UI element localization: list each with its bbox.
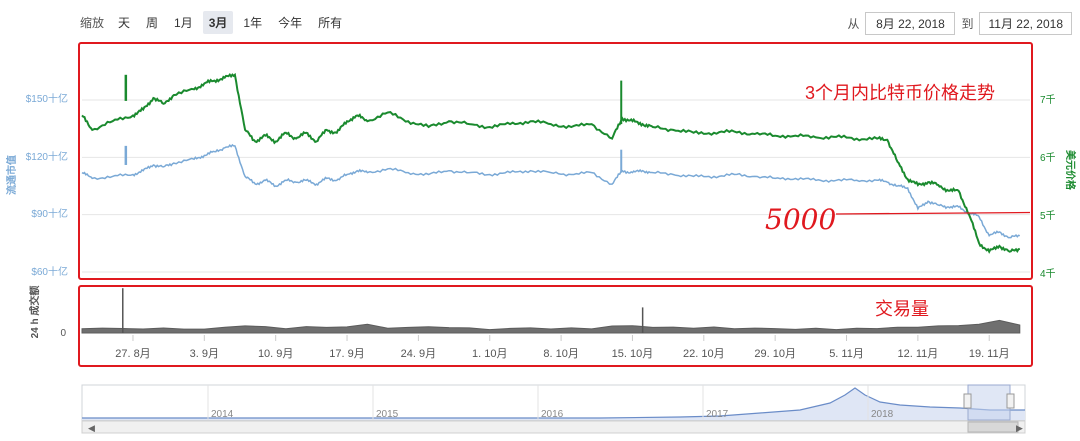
- x-tick-label-7: 15. 10月: [612, 348, 654, 360]
- left-tick-150: $150十亿: [26, 92, 68, 105]
- volume-layer: [81, 288, 1021, 334]
- navigator-selection[interactable]: [967, 384, 1011, 421]
- zoom-all-button[interactable]: 所有: [318, 15, 343, 30]
- nav-year-label-0: 2014: [211, 409, 234, 420]
- right-tick-6k: 6千: [1040, 152, 1056, 164]
- price-chart-title: 3个月内比特币价格走势: [805, 83, 995, 103]
- volume-annotation-box: [78, 285, 1033, 367]
- price-line: [81, 72, 1021, 254]
- volume-axis-label: 24 h 成交额: [28, 286, 41, 339]
- zoom-day-button[interactable]: 天: [118, 15, 131, 30]
- volume-tick-0: 0: [60, 328, 66, 339]
- annotation-5000: 5000: [765, 203, 1031, 236]
- zoom-week-button[interactable]: 周: [146, 15, 159, 30]
- nav-year-label-4: 2018: [871, 409, 894, 420]
- volume-axis: 24 h 成交额 0: [28, 286, 66, 339]
- zoom-label: 缩放: [80, 15, 105, 30]
- x-tick-label-12: 19. 11月: [969, 348, 1010, 360]
- navigator[interactable]: 2014 2015 2016 2017 2018 ◀ ▶: [81, 384, 1026, 434]
- right-tick-4k: 4千: [1040, 268, 1056, 280]
- navigator-left-handle[interactable]: [963, 393, 972, 409]
- nav-year-label-2: 2016: [541, 409, 564, 420]
- nav-year-label-3: 2017: [706, 409, 729, 420]
- left-tick-90: $90十亿: [31, 207, 68, 220]
- x-tick-label-8: 22. 10月: [683, 348, 725, 360]
- x-tick-label-4: 24. 9月: [401, 348, 436, 360]
- volume-area: [81, 319, 1021, 334]
- x-tick-label-10: 5. 11月: [829, 348, 864, 360]
- x-tick-label-2: 10. 9月: [258, 348, 293, 360]
- left-tick-60: $60十亿: [31, 265, 68, 278]
- left-axis-label: 流通市值: [5, 155, 18, 195]
- volume-chart-title: 交易量: [875, 299, 929, 319]
- navigator-line: [82, 387, 1025, 419]
- navigator-series: 2014 2015 2016 2017 2018: [82, 385, 1025, 420]
- zoom-3m-button[interactable]: 3月: [202, 10, 234, 34]
- nav-year-label-1: 2015: [376, 409, 399, 420]
- x-tick-label-6: 8. 10月: [543, 348, 578, 360]
- scroll-right-arrow-icon[interactable]: ▶: [1016, 423, 1023, 433]
- series-layer: [81, 72, 1021, 254]
- range-from-input[interactable]: 8月 22, 2018: [865, 12, 956, 35]
- annotation-5000-label: 5000: [765, 203, 836, 236]
- zoom-bar: 缩放 天 周 1月 3月 1年 今年 所有: [80, 10, 348, 34]
- navigator-right-handle[interactable]: [1006, 393, 1015, 409]
- zoom-1m-button[interactable]: 1月: [174, 15, 193, 30]
- scroll-left-arrow-icon[interactable]: ◀: [88, 423, 95, 433]
- date-range: 从 8月 22, 2018 到 11月 22, 2018: [847, 12, 1072, 35]
- annotation-5000-line: [835, 211, 1031, 215]
- x-tick-label-9: 29. 10月: [754, 348, 796, 360]
- x-tick-label-0: 27. 8月: [115, 348, 150, 360]
- x-axis: 27. 8月 3. 9月 10. 9月 17. 9月 24. 9月 1. 10月 8. 10…: [115, 335, 1010, 360]
- range-from-label: 从: [847, 17, 860, 31]
- x-tick-label-11: 12. 11月: [897, 348, 938, 360]
- range-to-label: 到: [961, 17, 974, 31]
- range-to-input[interactable]: 11月 22, 2018: [979, 12, 1072, 35]
- right-axis: 4千 5千 6千 7千 美元价格: [1040, 94, 1077, 280]
- market-cap-line: [81, 143, 1021, 239]
- zoom-1y-button[interactable]: 1年: [243, 15, 263, 30]
- right-tick-7k: 7千: [1040, 94, 1056, 106]
- left-axis: $60十亿 $90十亿 $120十亿 $150十亿 流通市值: [5, 92, 68, 278]
- left-tick-120: $120十亿: [26, 150, 68, 163]
- price-annotation-box: [78, 42, 1033, 280]
- zoom-ytd-button[interactable]: 今年: [278, 15, 303, 30]
- navigator-scrollbar-thumb[interactable]: [967, 421, 1019, 433]
- x-tick-label-3: 17. 9月: [329, 348, 364, 360]
- x-tick-label-5: 1. 10月: [472, 348, 507, 360]
- right-axis-label: 美元价格: [1064, 150, 1077, 191]
- x-tick-label-1: 3. 9月: [190, 348, 219, 360]
- navigator-area: [82, 388, 1025, 420]
- navigator-scrollbar[interactable]: [81, 420, 1026, 434]
- right-tick-5k: 5千: [1040, 210, 1056, 222]
